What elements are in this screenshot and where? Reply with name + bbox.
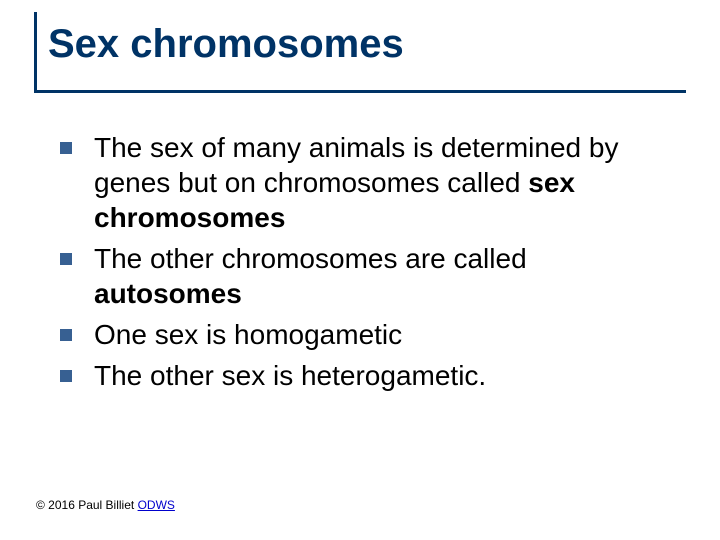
title-accent-vertical [34, 12, 37, 90]
footer: © 2016 Paul Billiet ODWS [36, 498, 175, 512]
copyright-text: © 2016 Paul Billiet [36, 498, 138, 512]
slide: Sex chromosomes The sex of many animals … [0, 0, 720, 540]
bullet-icon [60, 253, 72, 265]
bullet-icon [60, 329, 72, 341]
list-item: The other chromosomes are called autosom… [60, 241, 670, 311]
bullet-text: The other sex is heterogametic. [94, 358, 486, 393]
footer-link[interactable]: ODWS [138, 498, 175, 512]
bullet-text: The other chromosomes are called autosom… [94, 241, 670, 311]
bullet-pre: The other chromosomes are called [94, 243, 527, 274]
bullet-pre: One sex is homogametic [94, 319, 402, 350]
slide-body: The sex of many animals is determined by… [60, 130, 670, 399]
title-accent-horizontal [34, 90, 686, 93]
list-item: The other sex is heterogametic. [60, 358, 670, 393]
bullet-icon [60, 370, 72, 382]
bullet-pre: The other sex is heterogametic. [94, 360, 486, 391]
bullet-bold: autosomes [94, 278, 242, 309]
bullet-text: One sex is homogametic [94, 317, 402, 352]
list-item: The sex of many animals is determined by… [60, 130, 670, 235]
slide-title: Sex chromosomes [48, 22, 404, 67]
bullet-icon [60, 142, 72, 154]
bullet-text: The sex of many animals is determined by… [94, 130, 670, 235]
list-item: One sex is homogametic [60, 317, 670, 352]
